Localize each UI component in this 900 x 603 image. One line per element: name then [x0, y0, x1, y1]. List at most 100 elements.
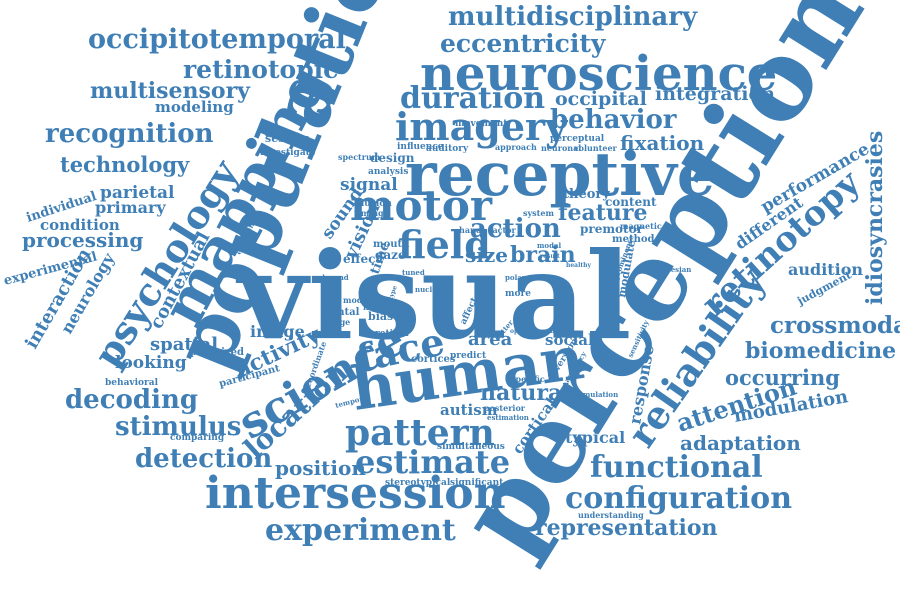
word-estimate: estimate [355, 443, 510, 481]
word-modal: modal [537, 241, 562, 250]
word-higher: higher [363, 302, 393, 312]
word-session: session [265, 132, 310, 145]
word-decoding: decoding [65, 385, 198, 415]
word-parietal: parietal [100, 183, 175, 203]
word-idiosyncrasies: idiosyncrasies [862, 131, 888, 305]
word-illusion: illusion [354, 199, 392, 209]
word-investigate: investigate [260, 148, 316, 158]
word-healthy: healthy [566, 262, 591, 269]
word-natural: natural [480, 380, 571, 406]
word-effect: effect [343, 252, 381, 266]
word-field: field [398, 222, 491, 267]
word-result: result [540, 253, 560, 260]
word-neuronal: neuronal [541, 143, 581, 153]
word-cortices: cortices [411, 354, 456, 365]
word-content: content [605, 195, 657, 209]
word-magnetic: magnetic [620, 221, 662, 231]
word-bias: bias [368, 310, 393, 323]
word-mouth: mouth [373, 239, 410, 250]
word-auditory: auditory [426, 144, 469, 154]
word-tuned: vary [359, 347, 371, 364]
word-perceived: perceived [190, 347, 244, 358]
word-behavior: behavior [550, 105, 677, 135]
word-functional: functional [590, 450, 763, 485]
word-understanding: understanding [578, 510, 644, 520]
word-autism: autism [440, 401, 498, 419]
word-theory: theory [563, 187, 610, 202]
word-specific: specific [511, 374, 545, 384]
word-integration: integration [655, 83, 775, 105]
word-system: system [523, 208, 554, 218]
word-eccentricity: eccentricity [440, 29, 607, 58]
word-method: method [612, 234, 655, 245]
word-pattern: pattern [345, 412, 495, 454]
word-timing: timing [354, 208, 384, 218]
word-simultaneous: simultaneous [437, 442, 505, 452]
word-number: number [535, 328, 562, 335]
word-volunteer: volunteer [573, 143, 618, 153]
word-primary: primary [95, 198, 166, 217]
word-audition: audition [788, 260, 863, 279]
word-occipitotemporal: occipitotemporal [88, 24, 346, 55]
word-activation: activation [258, 165, 303, 175]
word-gaze: gaze [375, 248, 406, 262]
word-more: more [505, 289, 531, 299]
word-optimal: optimal [510, 328, 536, 335]
word-spectrum: spectrum [338, 152, 381, 162]
word-multidisciplinary: multidisciplinary [448, 2, 698, 32]
word-multisensory: multisensory [90, 78, 251, 104]
word-social: social [545, 331, 594, 349]
word-influence: influence [397, 142, 444, 152]
word-signal: signal [340, 175, 398, 195]
word-occurring: occurring [725, 365, 840, 390]
word-feature: feature [558, 200, 647, 226]
word-duration: duration [400, 81, 545, 116]
word-spatial: spatial [150, 334, 218, 355]
word-wedge: wedge [321, 317, 350, 327]
word-retinotopic: retinotopic [183, 55, 338, 84]
word-image: image [250, 322, 305, 341]
word-occipital: occipital [555, 88, 647, 110]
word-type: tuned [402, 268, 425, 277]
word-configuration: configuration [565, 481, 792, 516]
word-predict: predict [450, 351, 487, 361]
word-size: size [465, 243, 508, 267]
word-imagery: imagery [395, 104, 568, 149]
word-neuroscience: neuroscience [420, 46, 777, 102]
word-model: model [343, 295, 371, 305]
word-technology: technology [60, 152, 190, 177]
word-biomedicine: biomedicine [745, 338, 896, 364]
word-position: position [275, 456, 366, 480]
word-approach: approach [495, 142, 537, 152]
word-recognition: recognition [45, 119, 214, 149]
word-behavioral: behavioral [105, 378, 159, 388]
word-adaptation: adaptation [680, 431, 801, 455]
word-modeling: modeling [155, 98, 234, 116]
word-fixation: fixation [620, 131, 705, 155]
word-motor: motor [350, 181, 493, 230]
word-hand: hand [459, 225, 482, 235]
word-frontal: frontal [321, 307, 360, 318]
word-perceptual: perceptual [550, 134, 605, 144]
word-stereotypical: stereotypical [385, 478, 451, 488]
word-premotor: premotor [580, 222, 644, 236]
word-crossmodal: crossmodal [770, 312, 900, 339]
word-retinal: retinal [375, 329, 409, 339]
word-estimation: estimation [487, 413, 529, 422]
word-representation: representation [535, 515, 718, 541]
word-polar: polar [505, 273, 526, 282]
word-posterior: posterior [484, 403, 526, 413]
word-area: area [468, 329, 513, 350]
word-intersession: intersession [205, 468, 506, 519]
word-action: action [470, 214, 561, 244]
word-significant: significant [450, 478, 504, 488]
word-visual: visual [235, 226, 631, 367]
word-typical: typical [565, 428, 625, 447]
word-brain: brain [510, 242, 576, 268]
word-cartesian: cartesian [655, 265, 691, 274]
word-detection: detection [135, 444, 272, 474]
word-stimulation: stimulation [573, 390, 618, 399]
word-factor: factor [489, 225, 517, 235]
word-condition: condition [40, 216, 120, 234]
